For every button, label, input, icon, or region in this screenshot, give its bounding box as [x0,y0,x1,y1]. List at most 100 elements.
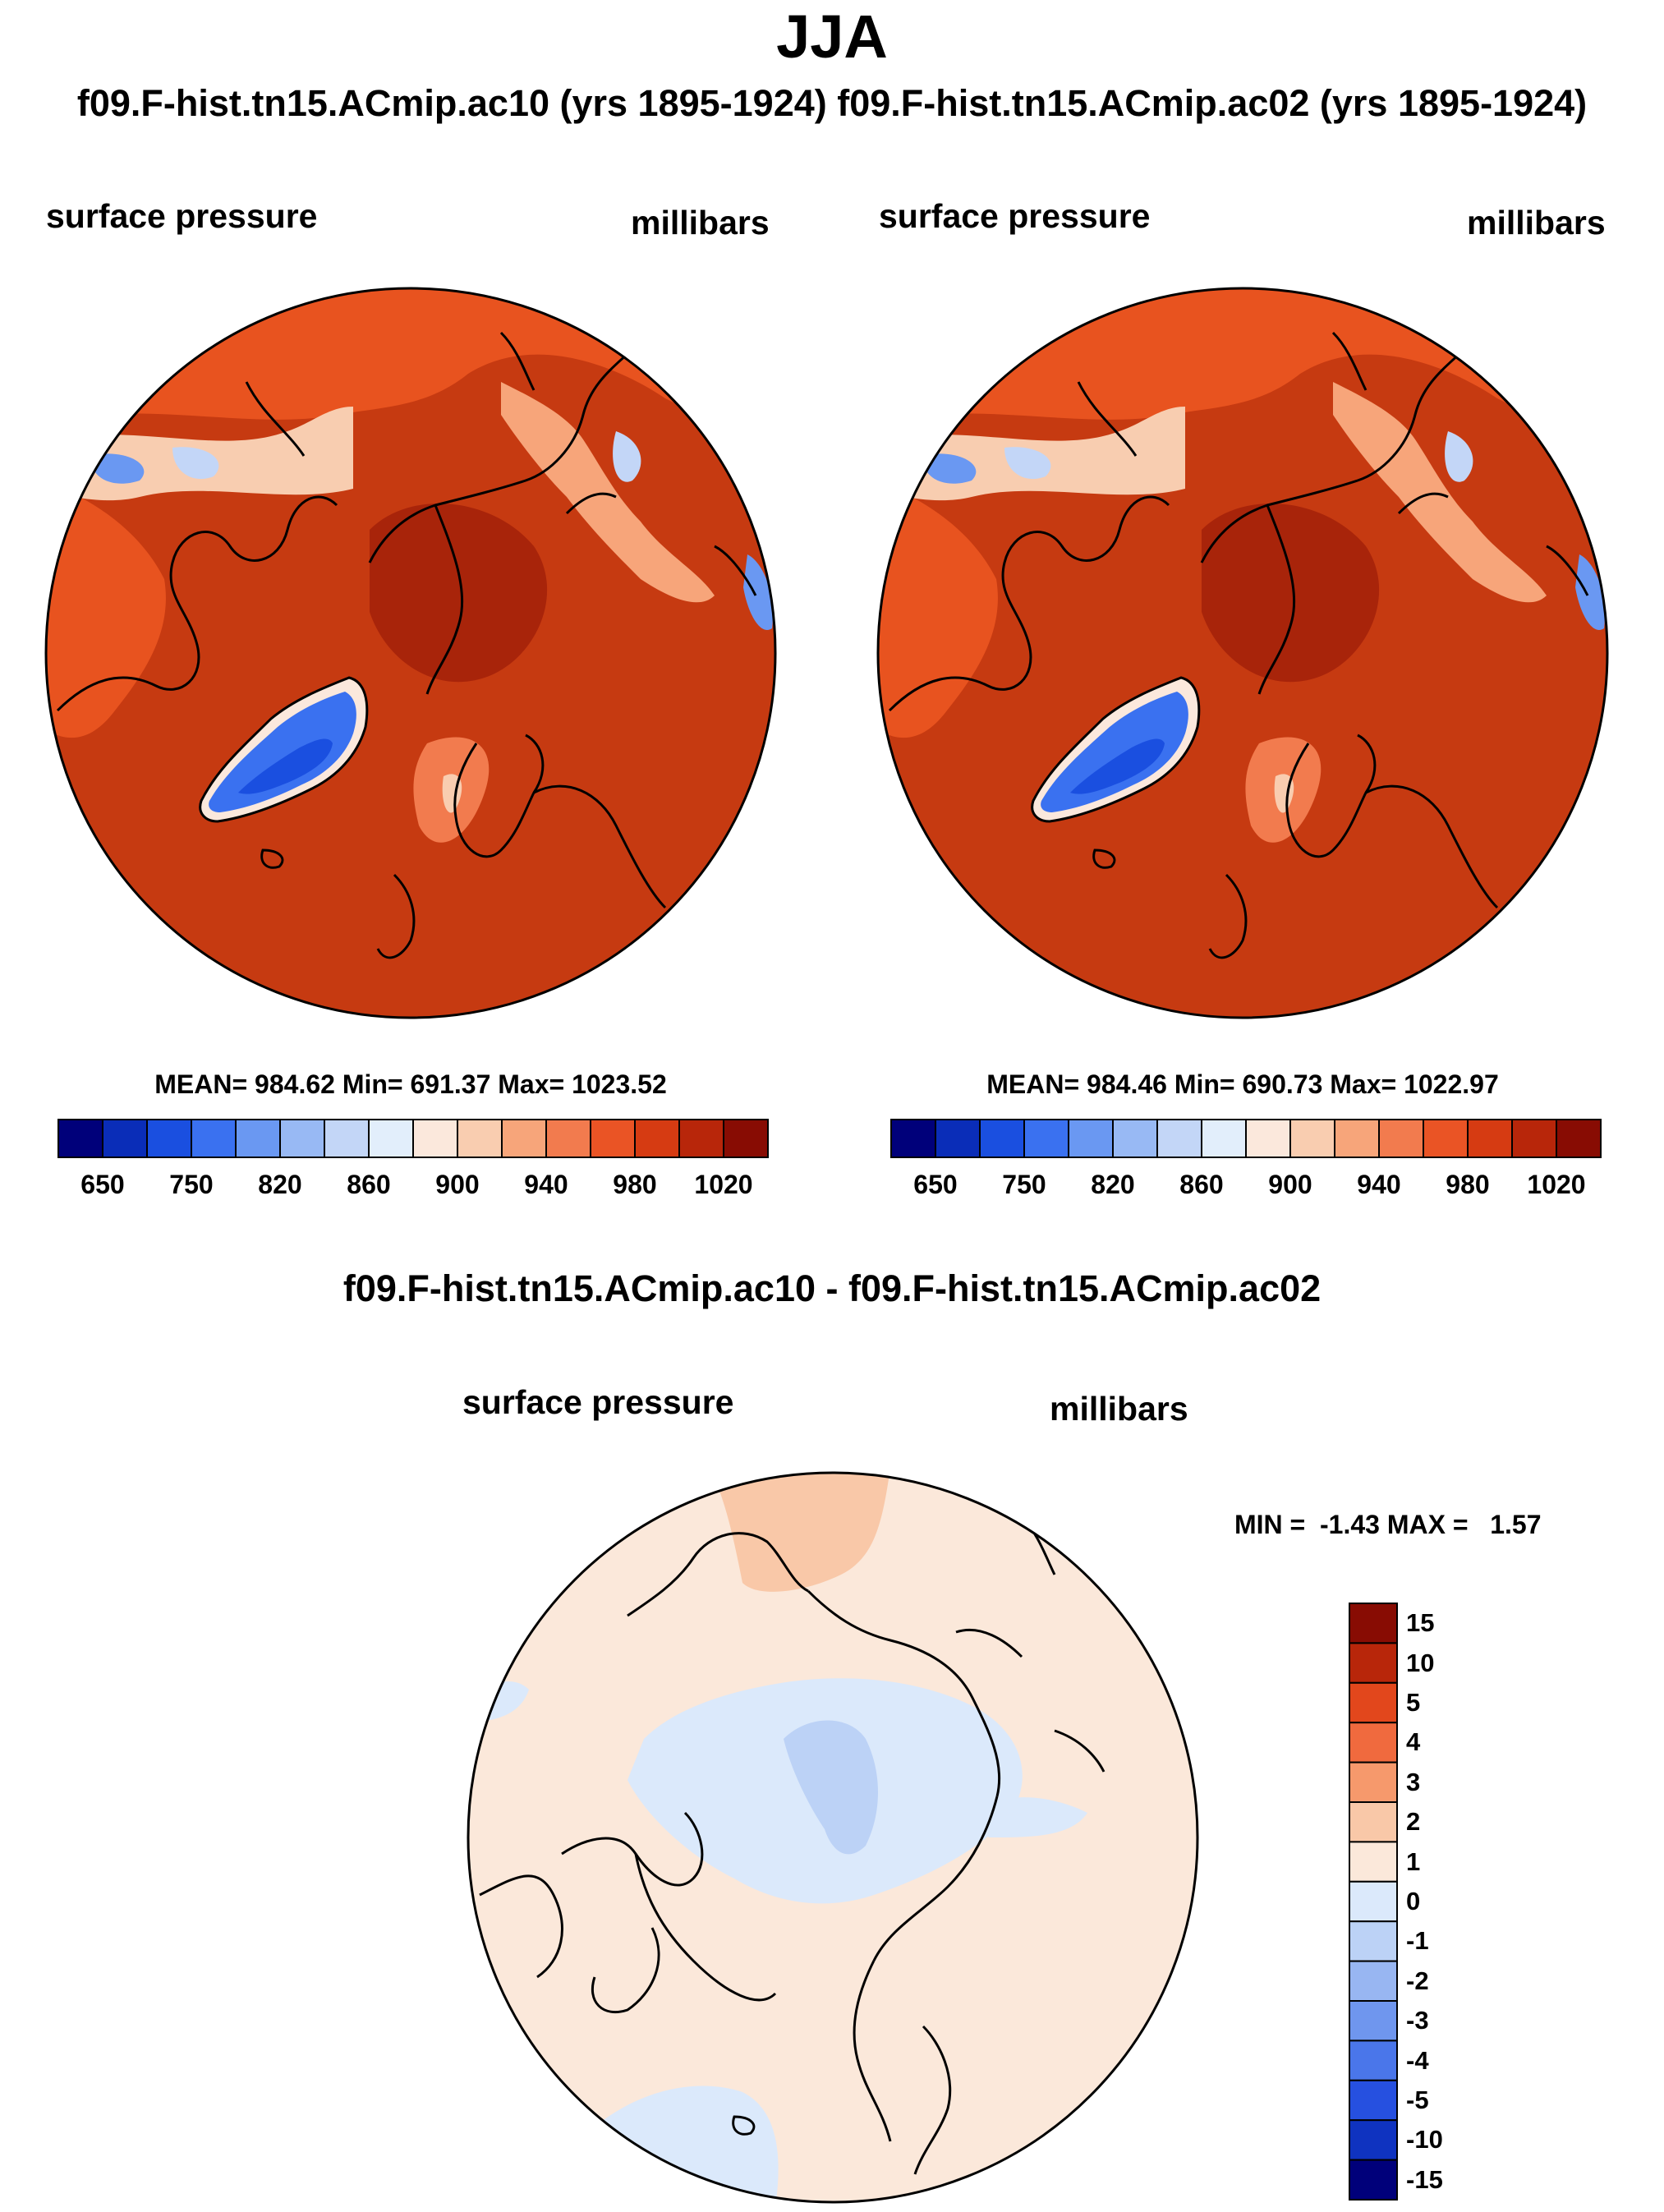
diff-colorbar-swatch-10 [1349,2000,1398,2042]
panel2-colorbar-tick-label: 820 [1091,1170,1135,1199]
diff-colorbar-tick-label: -10 [1406,2125,1443,2155]
panel2-colorbar-ticks: 650 750 820 860 900 940 980 1020 [890,1170,1602,1203]
panel1-colorbar-swatch-3 [191,1119,237,1158]
panel1-colorbar-tick-label: 650 [80,1170,125,1199]
panel1-colorbar-swatch-11 [545,1119,591,1158]
panel2-colorbar-tick-label: 650 [913,1170,958,1199]
panel2-variable-label: surface pressure [879,197,1151,235]
panel2-field-rockies [1333,382,1547,603]
panel1-colorbar-swatch-15 [723,1119,769,1158]
diff-colorbar-tick-label: 3 [1406,1767,1421,1796]
diff-colorbar-ticks: 15 10 5 4 3 2 1 0 -1 -2 -3 -4 -5 -10 -15 [1406,1603,1505,2201]
diff-colorbar-tick-label: -15 [1406,2164,1443,2194]
panel1-colorbar-tick-label: 1020 [694,1170,753,1199]
diff-colorbar-swatch-0 [1349,1603,1398,1644]
panel1-colorbar-tick-label: 980 [613,1170,657,1199]
panel1-colorbar-swatch-12 [590,1119,636,1158]
panel1-colorbar-swatch-4 [235,1119,281,1158]
diff-colorbar-swatch-6 [1349,1841,1398,1883]
panel1-map [44,287,777,1019]
diff-field-negative-core [784,1720,878,1855]
panel2-field-arctic-high [1202,503,1380,683]
panel1-colorbar-tick-label: 900 [435,1170,480,1199]
diff-variable-label: surface pressure [462,1383,734,1421]
panel2-colorbar-swatch-5 [1112,1119,1158,1158]
panel2-colorbar-swatch-12 [1423,1119,1469,1158]
diff-colorbar [1349,1603,1398,2201]
panel1-colorbar-swatch-1 [102,1119,148,1158]
panel2-colorbar-swatch-9 [1289,1119,1335,1158]
diff-colorbar-swatch-13 [1349,2119,1398,2161]
panel1-colorbar [57,1119,769,1158]
diff-colorbar-swatch-2 [1349,1681,1398,1724]
diff-colorbar-swatch-1 [1349,1642,1398,1684]
panel2-stats: MEAN= 984.46 Min= 690.73 Max= 1022.97 [986,1069,1499,1099]
panel2-colorbar-swatch-0 [890,1119,936,1158]
panel1-field-mexico-low [743,554,773,630]
panel1-field-rockies [501,382,715,603]
diff-colorbar-swatch-3 [1349,1722,1398,1764]
panel2-colorbar [890,1119,1602,1158]
panel2-colorbar-tick-label: 1020 [1527,1170,1586,1199]
diff-colorbar-swatch-4 [1349,1761,1398,1804]
panel2-colorbar-swatch-14 [1511,1119,1557,1158]
panel2-colorbar-swatch-10 [1334,1119,1380,1158]
diff-colorbar-tick-label: 5 [1406,1688,1421,1717]
panel1-colorbar-swatch-2 [146,1119,192,1158]
panel1-colorbar-swatch-14 [678,1119,724,1158]
diff-colorbar-tick-label: 1 [1406,1846,1421,1876]
figure-subtitle: f09.F-hist.tn15.ACmip.ac10 (yrs 1895-192… [76,82,1588,124]
panel2-colorbar-tick-label: 940 [1357,1170,1401,1199]
diff-map [467,1471,1199,2204]
diff-colorbar-swatch-14 [1349,2159,1398,2201]
diff-field-positive-siberia [710,1473,890,1592]
panel2-colorbar-swatch-11 [1378,1119,1424,1158]
diff-minmax: MIN = -1.43 MAX = 1.57 [1234,1510,1542,1539]
panel2-colorbar-tick-label: 750 [1002,1170,1046,1199]
panel2-field-tibet-low [922,453,977,484]
panel2-colorbar-tick-label: 980 [1446,1170,1490,1199]
diff-colorbar-swatch-7 [1349,1880,1398,1923]
panel2-field-mexico-low [1575,554,1605,630]
panel1-colorbar-tick-label: 750 [169,1170,214,1199]
diff-colorbar-swatch-11 [1349,2040,1398,2081]
diff-colorbar-tick-label: -3 [1406,2006,1429,2035]
diff-colorbar-tick-label: 10 [1406,1648,1435,1677]
diff-units-label: millibars [1050,1390,1188,1428]
panel1-colorbar-swatch-10 [501,1119,547,1158]
panel1-colorbar-tick-label: 940 [524,1170,568,1199]
panel2-colorbar-tick-label: 900 [1268,1170,1312,1199]
panel2-colorbar-tick-label: 860 [1179,1170,1224,1199]
panel1-colorbar-tick-label: 860 [347,1170,391,1199]
panel1-field-tibet-low [90,453,145,484]
panel1-field-arctic-high [370,503,548,683]
panel2-colorbar-swatch-15 [1556,1119,1602,1158]
panel2-colorbar-swatch-2 [979,1119,1025,1158]
diff-colorbar-swatch-12 [1349,2079,1398,2122]
panel2-colorbar-swatch-7 [1201,1119,1247,1158]
panel1-colorbar-ticks: 650 750 820 860 900 940 980 1020 [57,1170,769,1203]
diff-colorbar-swatch-9 [1349,1960,1398,2003]
diff-colorbar-tick-label: 2 [1406,1807,1421,1837]
diff-colorbar-tick-label: 15 [1406,1608,1435,1638]
panel1-colorbar-tick-label: 820 [258,1170,302,1199]
diff-colorbar-tick-label: 4 [1406,1727,1421,1757]
panel1-colorbar-swatch-8 [412,1119,458,1158]
panel1-colorbar-swatch-0 [57,1119,103,1158]
panel2-colorbar-swatch-6 [1156,1119,1202,1158]
diff-colorbar-tick-label: -4 [1406,2045,1429,2075]
panel1-units-label: millibars [631,204,770,241]
diff-colorbar-tick-label: -1 [1406,1926,1429,1956]
panel1-colorbar-swatch-5 [279,1119,325,1158]
panel2-colorbar-swatch-13 [1467,1119,1513,1158]
diff-title: f09.F-hist.tn15.ACmip.ac10 - f09.F-hist.… [342,1267,1322,1309]
panel2-colorbar-swatch-3 [1023,1119,1069,1158]
panel1-colorbar-swatch-13 [634,1119,680,1158]
panel1-variable-label: surface pressure [46,197,318,235]
panel1-colorbar-swatch-9 [457,1119,503,1158]
diff-colorbar-tick-label: -2 [1406,1966,1429,1995]
panel2-colorbar-swatch-4 [1068,1119,1114,1158]
diff-colorbar-tick-label: -5 [1406,2086,1429,2114]
panel1-colorbar-swatch-7 [368,1119,414,1158]
diff-colorbar-swatch-5 [1349,1801,1398,1843]
